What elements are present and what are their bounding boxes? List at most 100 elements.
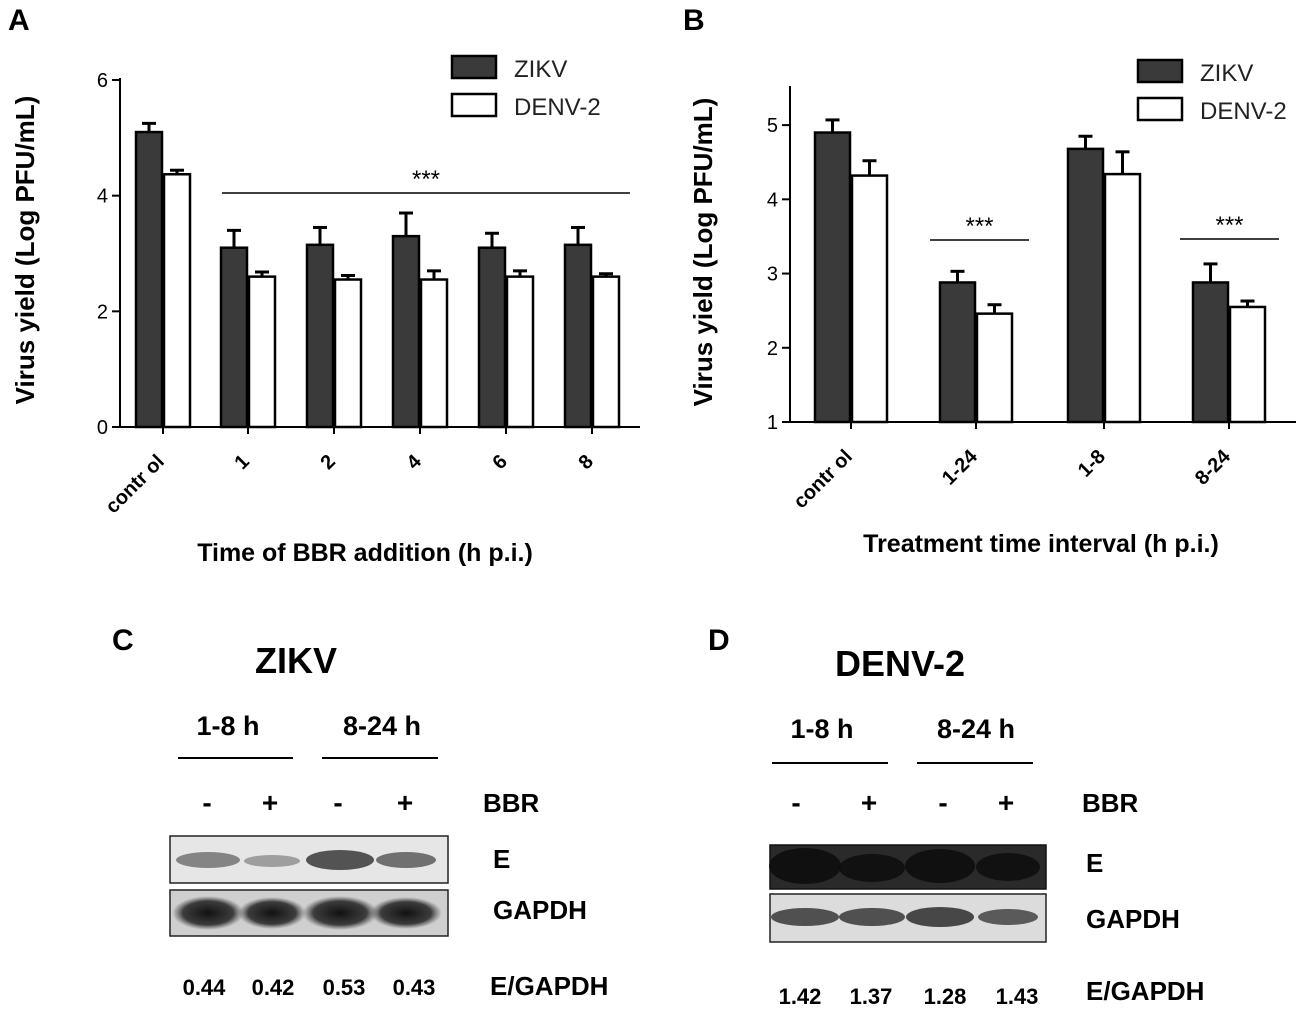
x-tick-label: 1 [230, 451, 253, 474]
legend: ZIKV DENV-2 [1136, 58, 1287, 125]
bars [134, 121, 621, 429]
ratio-label: E/GAPDH [490, 971, 608, 1001]
band-label: E [493, 844, 510, 874]
ratio-value: 1.43 [996, 984, 1039, 1009]
band [769, 848, 841, 884]
y-tick-label: 6 [97, 70, 108, 92]
x-tick-label: 4 [402, 450, 426, 474]
panel-a: A Virus yield (Log PFU/mL) Time of BBR a… [8, 4, 640, 567]
panel-b: B Virus yield (Log PFU/mL) Treatment tim… [683, 4, 1296, 558]
y-tick-label: 3 [767, 264, 778, 286]
band [376, 852, 436, 868]
group-label: 8-24 h [937, 714, 1015, 744]
panel-label: A [8, 4, 30, 37]
band [302, 896, 378, 930]
bar [505, 275, 535, 429]
ratio-value: 0.53 [323, 975, 366, 1000]
treatment-sign: - [938, 787, 947, 818]
ratio-value: 0.42 [252, 975, 295, 1000]
bar [1103, 172, 1142, 424]
band [244, 855, 300, 867]
y-tick-label: 2 [767, 338, 778, 360]
band [839, 854, 905, 882]
bar [1066, 147, 1105, 424]
bar [591, 275, 621, 429]
bar [1191, 281, 1230, 424]
band [771, 908, 839, 926]
bar [162, 173, 192, 429]
x-tick-label: 1-8 [1074, 446, 1110, 482]
y-tick-label: 2 [97, 301, 108, 323]
group-label: 1-8 h [790, 714, 853, 744]
bar [247, 275, 277, 429]
bar [391, 234, 421, 429]
panel-label: C [112, 624, 134, 657]
legend-swatch [1136, 96, 1184, 122]
treatment-label: BBR [483, 788, 540, 818]
ratio-value: 1.37 [850, 984, 893, 1009]
panel-label: D [708, 624, 730, 657]
x-tick-label: 8 [574, 451, 597, 474]
x-tick-label: 8-24 [1191, 445, 1235, 489]
y-tick-label: 5 [767, 115, 778, 137]
bar [938, 281, 977, 424]
x-tick-label: 2 [316, 451, 339, 474]
y-axis-title: Virus yield (Log PFU/mL) [10, 96, 40, 405]
treatment-sign: + [861, 787, 877, 818]
blot-title: ZIKV [255, 640, 337, 681]
treatment-sign: + [998, 787, 1014, 818]
legend-label: ZIKV [1200, 60, 1253, 87]
bar [419, 278, 449, 429]
treatment-sign: - [791, 787, 800, 818]
band [172, 896, 244, 930]
x-tick-label: 1-24 [938, 445, 982, 489]
legend-label: DENV-2 [514, 94, 601, 121]
band [905, 849, 975, 883]
y-tick-label: 4 [97, 186, 108, 208]
significance-stars: *** [1215, 212, 1243, 239]
y-tick-label: 4 [767, 189, 778, 211]
panel-label: B [683, 4, 705, 37]
legend-swatch [450, 92, 498, 118]
band [238, 897, 306, 929]
significance-stars: *** [965, 213, 993, 240]
treatment-sign: + [262, 787, 278, 818]
band-label: E [1086, 848, 1103, 878]
blot-title: DENV-2 [835, 643, 965, 684]
y-axis-title: Virus yield (Log PFU/mL) [688, 98, 718, 407]
bars [813, 118, 1267, 424]
legend: ZIKV DENV-2 [450, 54, 601, 121]
ratio-value: 0.43 [393, 975, 436, 1000]
group-label: 8-24 h [343, 711, 421, 741]
bar [975, 312, 1014, 424]
y-tick-label: 0 [97, 417, 108, 439]
significance-stars: *** [412, 166, 440, 193]
band [306, 850, 374, 870]
band [176, 852, 240, 868]
group-label: 1-8 h [196, 711, 259, 741]
legend-swatch [450, 54, 498, 80]
x-tick-label: contr ol [789, 446, 856, 513]
bar [563, 243, 593, 429]
significance-annotations: *** [222, 166, 630, 194]
legend-label: ZIKV [514, 56, 567, 83]
band [839, 908, 905, 926]
panel-d: D DENV-2 1-8 h 8-24 h - + - + BBR E GAPD… [708, 624, 1204, 1009]
treatment-sign: - [333, 787, 342, 818]
ratio-value: 1.28 [924, 984, 967, 1009]
legend-label: DENV-2 [1200, 98, 1287, 125]
ratio-label: E/GAPDH [1086, 976, 1204, 1006]
treatment-sign: - [202, 787, 211, 818]
y-tick-label: 1 [767, 412, 778, 434]
ratio-value: 0.44 [183, 975, 227, 1000]
band-label: GAPDH [1086, 904, 1180, 934]
treatment-label: BBR [1082, 788, 1139, 818]
band [976, 853, 1040, 881]
panel-c: C ZIKV 1-8 h 8-24 h - + - + BBR E GAPDH … [112, 624, 608, 1001]
band [906, 907, 974, 927]
bar [1228, 305, 1267, 424]
bar [134, 130, 164, 429]
ratio-value: 1.42 [779, 984, 822, 1009]
band-label: GAPDH [493, 895, 587, 925]
